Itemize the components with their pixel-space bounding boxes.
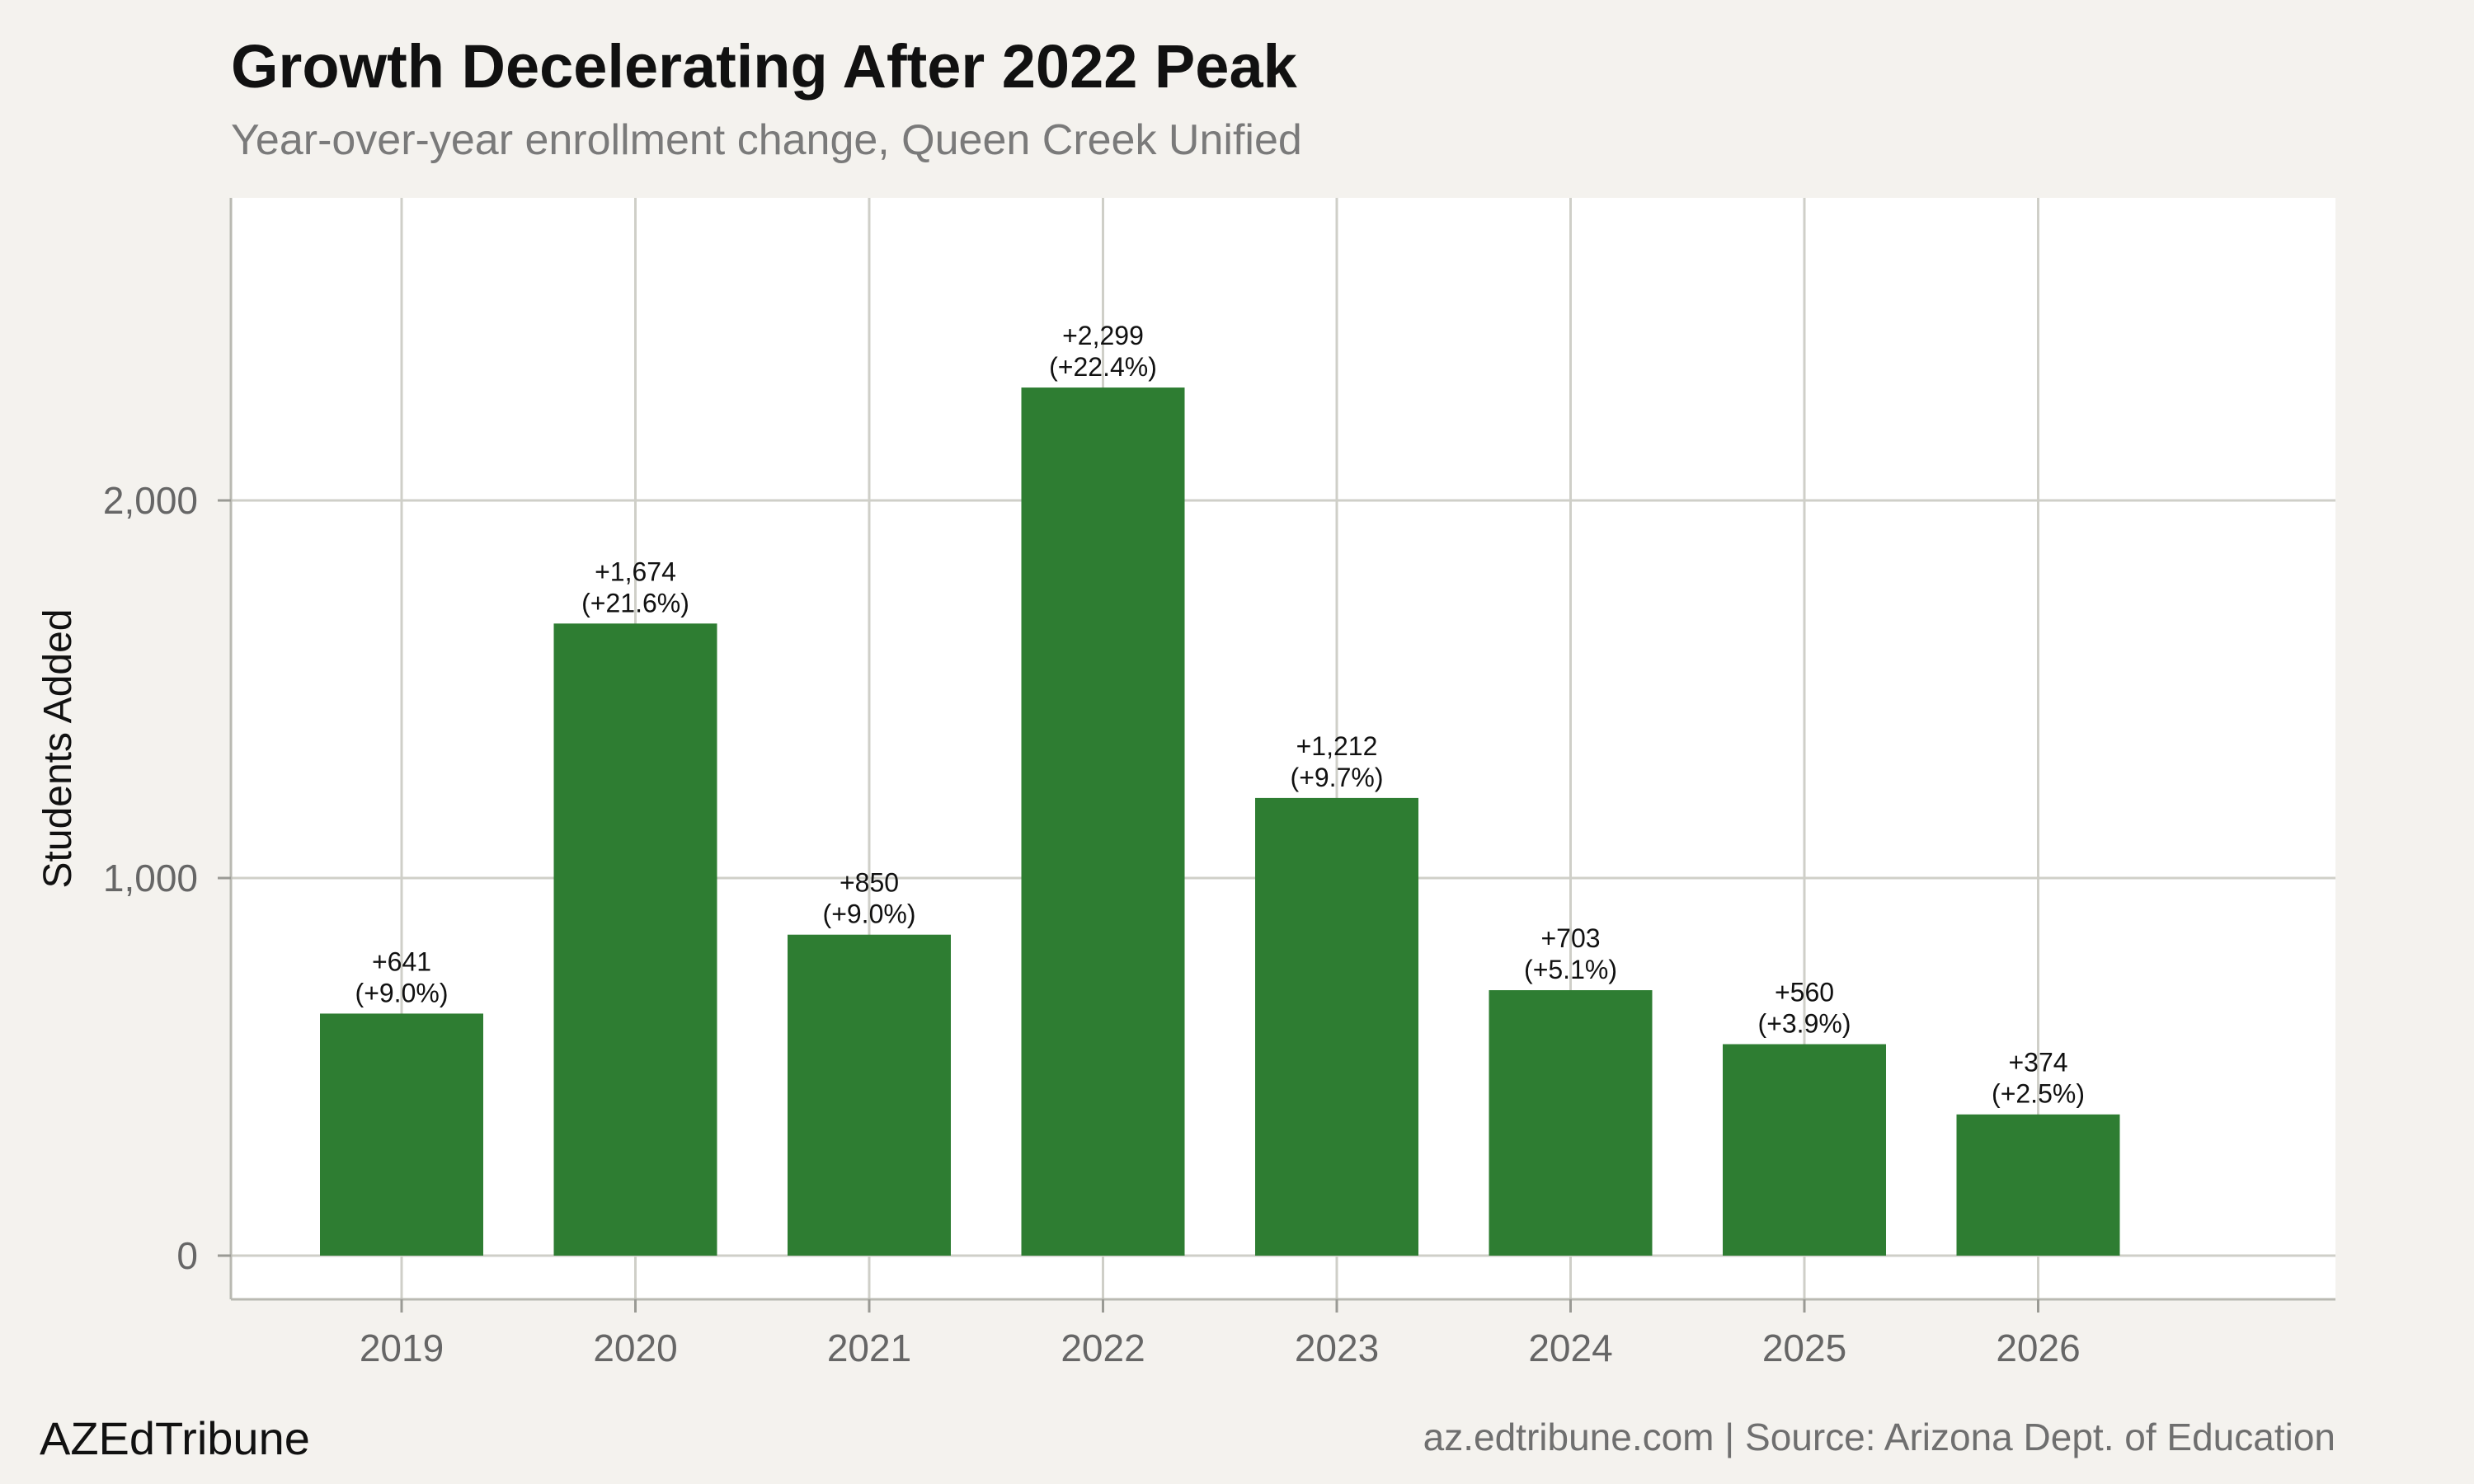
y-tick-label: 1,000	[103, 857, 198, 899]
bar	[1255, 797, 1418, 1256]
bar-percent-label: (+3.9%)	[1758, 1009, 1851, 1039]
bar	[1489, 990, 1653, 1256]
bar-value-label: +1,212	[1296, 731, 1378, 761]
chart-subtitle: Year-over-year enrollment change, Queen …	[231, 116, 1302, 164]
x-tick-label: 2023	[1295, 1327, 1379, 1369]
bar-value-label: +560	[1775, 978, 1834, 1007]
bar	[788, 934, 951, 1256]
bar-value-label: +1,674	[595, 556, 676, 586]
bar-percent-label: (+5.1%)	[1524, 955, 1617, 984]
chart-title: Growth Decelerating After 2022 Peak	[231, 32, 1297, 101]
y-axis-label: Students Added	[36, 609, 80, 889]
bar	[1723, 1044, 1886, 1256]
bar-percent-label: (+2.5%)	[1992, 1079, 2085, 1109]
bar-value-label: +641	[372, 946, 431, 976]
x-tick-label: 2024	[1528, 1327, 1612, 1369]
x-tick-label: 2020	[593, 1327, 677, 1369]
x-tick-label: 2026	[1996, 1327, 2080, 1369]
bar-percent-label: (+22.4%)	[1049, 352, 1157, 382]
bar	[553, 623, 717, 1256]
bar-percent-label: (+21.6%)	[581, 588, 689, 618]
x-tick-label: 2022	[1061, 1327, 1145, 1369]
bar-percent-label: (+9.7%)	[1291, 763, 1384, 792]
bar-value-label: +374	[2008, 1048, 2067, 1078]
bar	[1021, 387, 1185, 1256]
bar-percent-label: (+9.0%)	[823, 899, 916, 929]
y-tick-label: 2,000	[103, 479, 198, 522]
y-tick-label: 0	[176, 1234, 198, 1277]
x-tick-label: 2025	[1762, 1327, 1846, 1369]
x-tick-label: 2021	[827, 1327, 911, 1369]
bar-value-label: +703	[1540, 923, 1600, 953]
source-note: az.edtribune.com | Source: Arizona Dept.…	[1423, 1416, 2335, 1458]
bar	[1956, 1114, 2120, 1256]
bar-percent-label: (+9.0%)	[355, 978, 449, 1007]
brand-logo-text: AZEdTribune	[40, 1412, 310, 1464]
bar	[320, 1013, 483, 1256]
bar-value-label: +2,299	[1062, 321, 1144, 350]
bar-value-label: +850	[840, 868, 899, 898]
x-tick-label: 2019	[360, 1327, 444, 1369]
